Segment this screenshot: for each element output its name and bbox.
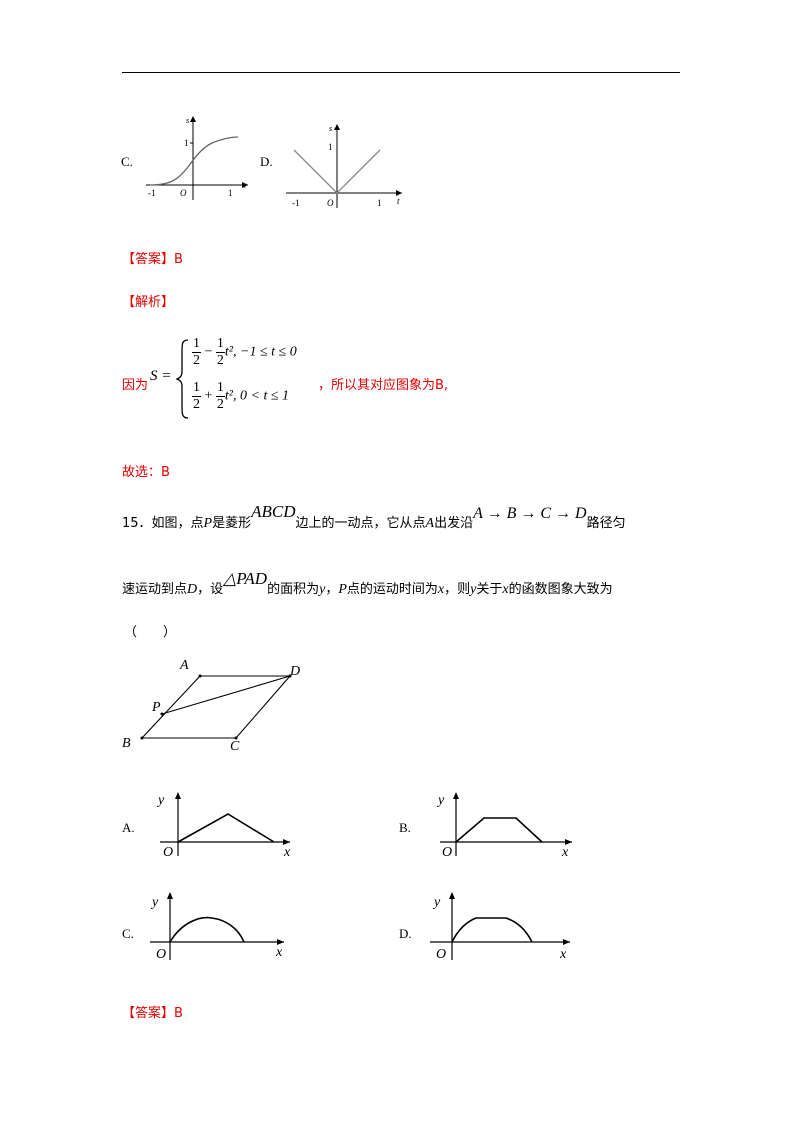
q14-analysis-prefix: 因为 [122, 378, 149, 393]
header-rule [122, 72, 680, 73]
svg-text:O: O [436, 947, 446, 962]
graph-c-origin: O [180, 188, 187, 198]
q15-paren: （ ） [124, 625, 177, 640]
svg-text:O: O [156, 947, 166, 962]
q14-answer: 【答案】B [122, 252, 183, 267]
q15-option-d-label: D. [399, 926, 412, 941]
motion-path: A → B → C → D [473, 505, 587, 522]
point-p: P [151, 700, 161, 715]
vertex-a: A [179, 658, 189, 673]
vertex-c: C [230, 739, 240, 754]
svg-text:x: x [283, 845, 291, 858]
graph-d-origin: O [327, 198, 334, 208]
graph-d-x-label: t [397, 196, 400, 206]
q14-conclusion: 故选：B [122, 465, 170, 480]
q15-option-c-label: C. [122, 926, 134, 941]
graph-d-tick-neg1: -1 [292, 198, 300, 208]
q15-option-b-graph: y O x [436, 792, 572, 858]
q15-option-a-label: A. [122, 820, 135, 835]
q15-option-c-graph: y O x [150, 892, 284, 962]
graph-d-tick-1: 1 [377, 198, 382, 208]
graph-c-x-label: t [244, 181, 247, 190]
rhombus-name: ABCD [251, 502, 296, 521]
triangle-pad: △PAD [223, 569, 268, 588]
graph-c-tick-1: 1 [228, 188, 233, 198]
brace-icon [176, 339, 189, 419]
svg-text:y: y [436, 793, 445, 808]
svg-text:x: x [559, 947, 567, 962]
svg-text:O: O [442, 845, 452, 858]
q15-answer: 【答案】B [122, 1006, 183, 1021]
svg-text:x: x [561, 845, 569, 858]
svg-text:y: y [156, 793, 165, 808]
vertex-d: D [289, 664, 300, 679]
graph-c-y-tick: 1 [184, 138, 189, 148]
q15-option-d-graph: y O x [430, 892, 570, 962]
q15-option-a-graph: y O x [156, 792, 291, 858]
q14-analysis-suffix: ，所以其对应图象为B, [318, 378, 449, 393]
graph-c-y-label: s [186, 116, 189, 125]
graph-d: s 1 t -1 O 1 [286, 124, 402, 208]
graph-d-y-tick: 1 [328, 142, 333, 152]
graph-c: s 1 t -1 O 1 [146, 116, 248, 200]
graph-c-tick-neg1: -1 [148, 188, 156, 198]
svg-text:x: x [275, 945, 283, 960]
q14-analysis-title: 【解析】 [122, 295, 175, 310]
vertex-b: B [122, 736, 131, 751]
svg-text:O: O [163, 845, 173, 858]
option-d-label: D. [260, 154, 273, 169]
rhombus-figure: A D P B C [122, 658, 300, 754]
q15-line-1: 15．如图，点P是菱形ABCD边上的一动点，它从点A出发沿A → B → C →… [122, 502, 626, 531]
formula-lhs: S = [150, 368, 172, 384]
option-c-label: C. [121, 154, 133, 169]
svg-text:y: y [432, 895, 441, 910]
q15-option-b-label: B. [399, 820, 411, 835]
graph-d-y-label: s [329, 124, 332, 133]
q15-line-2: 速运动到点D，设△PAD的面积为y，P点的运动时间为x，则y关于x的函数图象大致… [122, 569, 613, 597]
svg-text:y: y [150, 895, 159, 910]
